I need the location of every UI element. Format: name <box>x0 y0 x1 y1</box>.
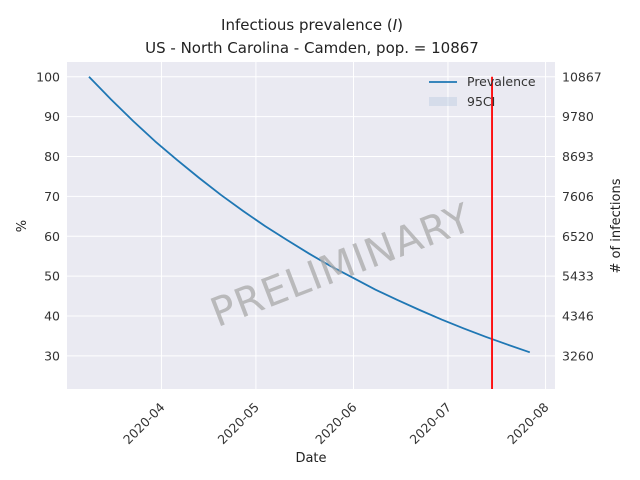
chart-title-prefix: Infectious prevalence ( <box>221 16 393 34</box>
x-tick-label: 2020-08 <box>504 399 552 447</box>
y-axis-left-title: % <box>15 220 30 232</box>
chart-title-symbol: I <box>393 16 398 34</box>
y-left-tick-label: 100 <box>36 69 60 84</box>
y-right-tick-label: 5433 <box>562 269 594 284</box>
y-right-tick-label: 7606 <box>562 189 594 204</box>
x-axis: 2020-04 2020-05 2020-06 2020-07 2020-08 <box>120 399 552 447</box>
y-right-tick-label: 9780 <box>562 109 594 124</box>
x-tick-label: 2020-06 <box>312 399 360 447</box>
y-left-tick-label: 50 <box>44 269 60 284</box>
x-tick-label: 2020-07 <box>407 400 455 448</box>
legend: Prevalence 95CI <box>429 74 536 109</box>
series-layer <box>88 76 531 354</box>
grid-lines <box>67 62 555 389</box>
y-right-tick-label: 3260 <box>562 348 594 363</box>
y-left-tick-label: 70 <box>44 189 60 204</box>
y-axis-right-title: # of infections <box>609 178 624 273</box>
legend-95ci-swatch <box>429 97 457 106</box>
prevalence-line <box>88 76 531 354</box>
plot-background <box>67 62 555 389</box>
chart-title-line1: Infectious prevalence (I) <box>221 16 403 34</box>
y-left-tick-label: 60 <box>44 229 60 244</box>
y-right-tick-label: 6520 <box>562 229 594 244</box>
x-tick-label: 2020-04 <box>120 399 168 447</box>
y-right-tick-label: 8693 <box>562 149 594 164</box>
y-left-tick-label: 90 <box>44 109 60 124</box>
y-right-tick-label: 10867 <box>562 69 602 84</box>
y-left-tick-label: 40 <box>44 309 60 324</box>
y-left-tick-label: 30 <box>44 348 60 363</box>
legend-95ci-label: 95CI <box>467 94 495 109</box>
chart-title-line2: US - North Carolina - Camden, pop. = 108… <box>145 39 479 57</box>
chart-title: Infectious prevalence (I) US - North Car… <box>145 16 479 57</box>
chart-title-suffix: ) <box>397 16 403 34</box>
y-left-tick-label: 80 <box>44 149 60 164</box>
y-right-tick-label: 4346 <box>562 309 594 324</box>
legend-prevalence-label: Prevalence <box>467 74 536 89</box>
y-axis-right: 3260 4346 5433 6520 7606 8693 9780 10867 <box>562 69 602 363</box>
y-axis-left: 30 40 50 60 70 80 90 100 <box>36 69 60 363</box>
x-tick-label: 2020-05 <box>214 400 262 448</box>
x-axis-title: Date <box>295 451 326 466</box>
